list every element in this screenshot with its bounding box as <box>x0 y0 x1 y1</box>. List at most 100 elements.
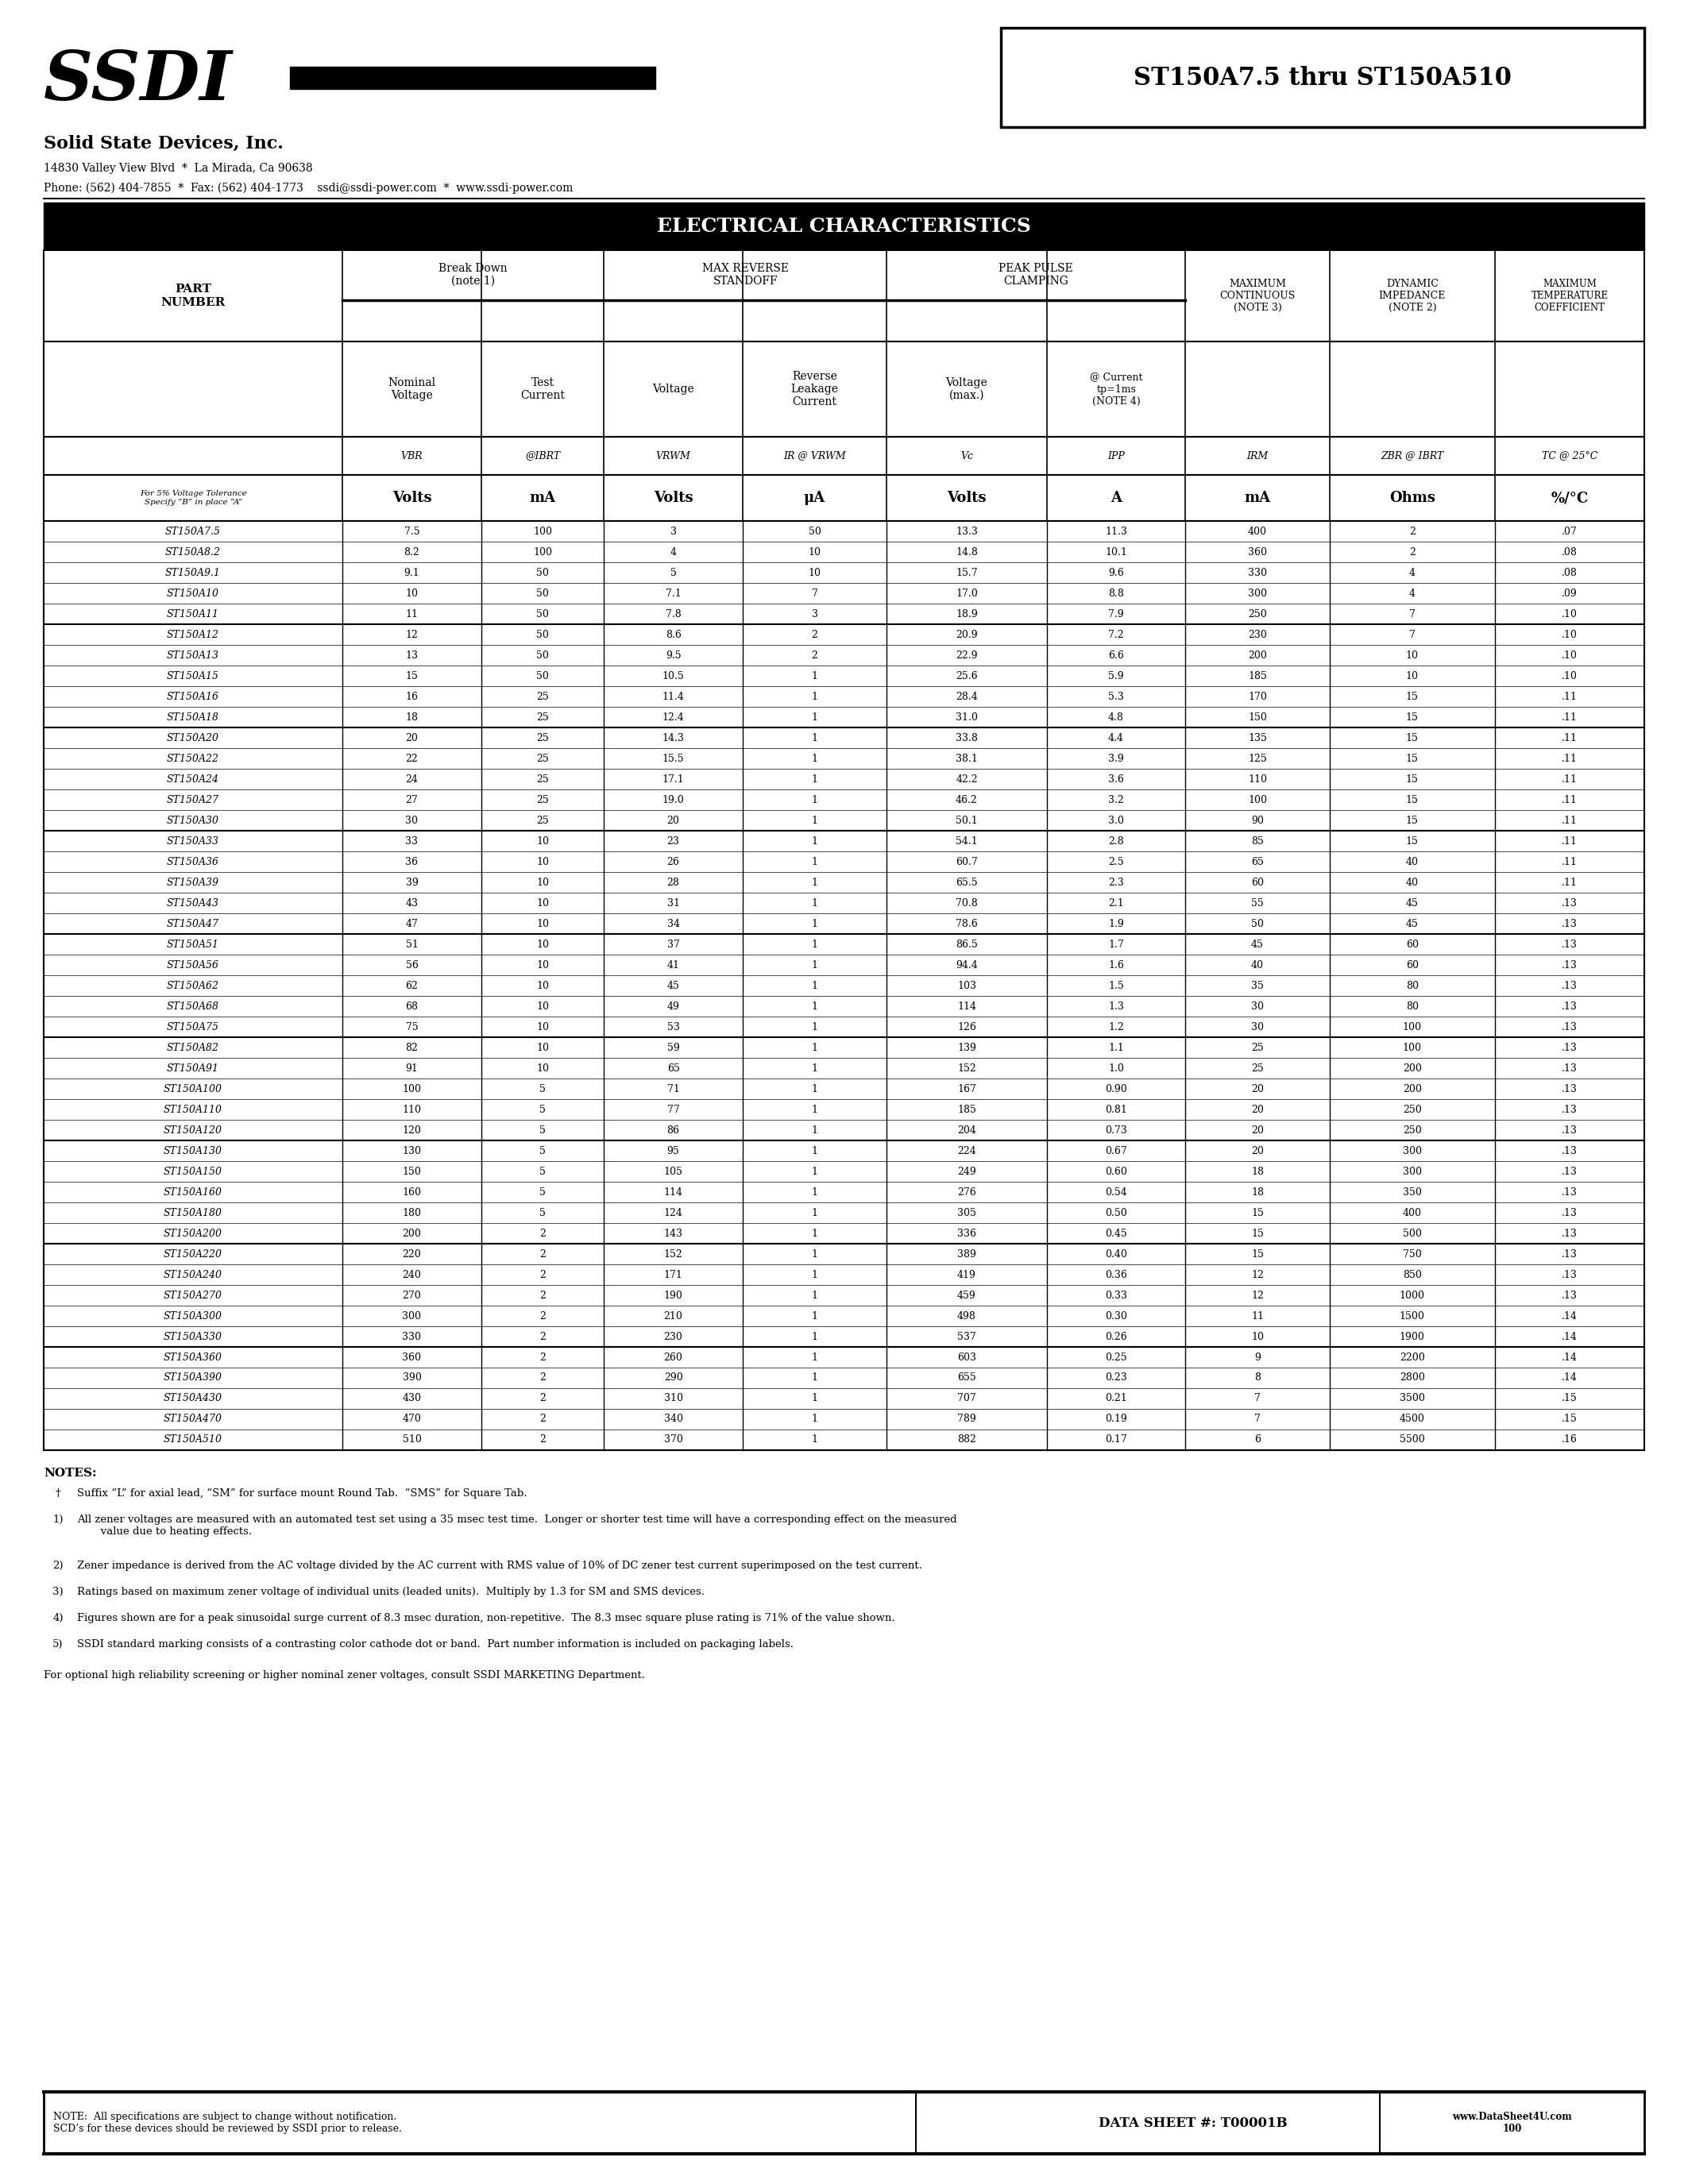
Text: 28: 28 <box>667 878 680 887</box>
Text: 10: 10 <box>1406 651 1418 660</box>
Bar <box>290 68 655 90</box>
Text: 25: 25 <box>537 712 549 723</box>
Text: ST150A56: ST150A56 <box>167 959 219 970</box>
Text: 10: 10 <box>537 1000 549 1011</box>
Text: 25: 25 <box>537 753 549 764</box>
Text: .13: .13 <box>1561 959 1578 970</box>
Text: .10: .10 <box>1561 609 1578 618</box>
Text: 2: 2 <box>540 1291 545 1299</box>
Text: 10: 10 <box>537 1064 549 1072</box>
Text: 180: 180 <box>402 1208 422 1219</box>
Text: 240: 240 <box>402 1269 422 1280</box>
Text: 1900: 1900 <box>1399 1332 1425 1341</box>
Text: 707: 707 <box>957 1393 976 1404</box>
Text: 10: 10 <box>537 836 549 845</box>
Text: 1000: 1000 <box>1399 1291 1425 1299</box>
Text: 5: 5 <box>540 1166 545 1177</box>
Text: 1: 1 <box>812 1269 817 1280</box>
Text: ST150A390: ST150A390 <box>164 1374 223 1382</box>
Text: 22: 22 <box>405 753 419 764</box>
Text: 45: 45 <box>667 981 680 992</box>
Text: VBR: VBR <box>402 450 422 461</box>
Text: 40: 40 <box>1251 959 1264 970</box>
Text: 850: 850 <box>1403 1269 1421 1280</box>
Bar <box>44 474 1644 522</box>
Text: .13: .13 <box>1561 1269 1578 1280</box>
Text: 1: 1 <box>812 836 817 845</box>
Text: 100: 100 <box>1403 1042 1421 1053</box>
Text: 50: 50 <box>537 651 549 660</box>
Text: 350: 350 <box>1403 1186 1421 1197</box>
Text: 190: 190 <box>663 1291 682 1299</box>
Text: Reverse
Leakage
Current: Reverse Leakage Current <box>790 371 839 408</box>
Text: For optional high reliability screening or higher nominal zener voltages, consul: For optional high reliability screening … <box>44 1671 645 1679</box>
Text: 171: 171 <box>663 1269 682 1280</box>
Text: 13: 13 <box>405 651 419 660</box>
Text: .13: .13 <box>1561 1227 1578 1238</box>
Text: 25: 25 <box>537 815 549 826</box>
Text: 4: 4 <box>1409 587 1416 598</box>
Bar <box>44 1348 1644 1450</box>
Text: 4: 4 <box>670 546 677 557</box>
Text: 20.9: 20.9 <box>955 629 977 640</box>
Text: 1.3: 1.3 <box>1109 1000 1124 1011</box>
Text: ST150A200: ST150A200 <box>164 1227 223 1238</box>
Text: ST150A43: ST150A43 <box>167 898 219 909</box>
Text: 10: 10 <box>537 1042 549 1053</box>
Text: .11: .11 <box>1561 773 1578 784</box>
Text: 27: 27 <box>405 795 419 806</box>
Text: .13: .13 <box>1561 1166 1578 1177</box>
Text: ST150A91: ST150A91 <box>167 1064 219 1072</box>
Text: 25: 25 <box>537 795 549 806</box>
Text: 50.1: 50.1 <box>955 815 977 826</box>
Text: .13: .13 <box>1561 981 1578 992</box>
Text: 1: 1 <box>812 856 817 867</box>
Text: 0.19: 0.19 <box>1106 1413 1128 1424</box>
Text: ST150A12: ST150A12 <box>167 629 219 640</box>
Text: 230: 230 <box>1247 629 1268 640</box>
Text: ST150A430: ST150A430 <box>164 1393 223 1404</box>
Text: 1: 1 <box>812 919 817 928</box>
Text: ST150A30: ST150A30 <box>167 815 219 826</box>
Text: 1: 1 <box>812 712 817 723</box>
Text: 7: 7 <box>1409 609 1415 618</box>
Text: 80: 80 <box>1406 1000 1418 1011</box>
Text: MAXIMUM
TEMPERATURE
COEFFICIENT: MAXIMUM TEMPERATURE COEFFICIENT <box>1531 280 1609 312</box>
Text: 15: 15 <box>1251 1249 1264 1260</box>
Text: www.DataSheet4U.com
100: www.DataSheet4U.com 100 <box>1452 2112 1572 2134</box>
Text: 31: 31 <box>667 898 680 909</box>
Text: .11: .11 <box>1561 878 1578 887</box>
Text: 60: 60 <box>1406 939 1418 950</box>
Text: 50: 50 <box>537 670 549 681</box>
Text: 100: 100 <box>1403 1022 1421 1033</box>
Text: 459: 459 <box>957 1291 976 1299</box>
Text: PEAK PULSE
CLAMPING: PEAK PULSE CLAMPING <box>999 262 1074 286</box>
Text: 86: 86 <box>667 1125 680 1136</box>
Text: 1: 1 <box>812 878 817 887</box>
Text: 86.5: 86.5 <box>955 939 977 950</box>
Text: †: † <box>56 1487 61 1498</box>
Text: 45: 45 <box>1251 939 1264 950</box>
Text: Volts: Volts <box>947 491 986 505</box>
Text: ST150A8.2: ST150A8.2 <box>165 546 221 557</box>
Text: 50: 50 <box>809 526 820 537</box>
Text: 65: 65 <box>667 1064 680 1072</box>
Text: 290: 290 <box>663 1374 682 1382</box>
Text: ST150A270: ST150A270 <box>164 1291 223 1299</box>
Text: ST150A15: ST150A15 <box>167 670 219 681</box>
Text: 12.4: 12.4 <box>662 712 684 723</box>
Text: MAX REVERSE
STANDOFF: MAX REVERSE STANDOFF <box>702 262 788 286</box>
Text: MAXIMUM
CONTINUOUS
(NOTE 3): MAXIMUM CONTINUOUS (NOTE 3) <box>1220 280 1295 312</box>
Text: 3.9: 3.9 <box>1109 753 1124 764</box>
Text: ST150A62: ST150A62 <box>167 981 219 992</box>
Text: 13.3: 13.3 <box>955 526 977 537</box>
Text: 2.8: 2.8 <box>1109 836 1124 845</box>
Text: 30: 30 <box>405 815 419 826</box>
Text: 26: 26 <box>667 856 680 867</box>
Bar <box>44 2092 1644 2153</box>
Text: 6: 6 <box>1254 1435 1261 1446</box>
Text: 55: 55 <box>1251 898 1264 909</box>
Text: 167: 167 <box>957 1083 976 1094</box>
Text: ST150A36: ST150A36 <box>167 856 219 867</box>
Text: ST150A330: ST150A330 <box>164 1332 223 1341</box>
